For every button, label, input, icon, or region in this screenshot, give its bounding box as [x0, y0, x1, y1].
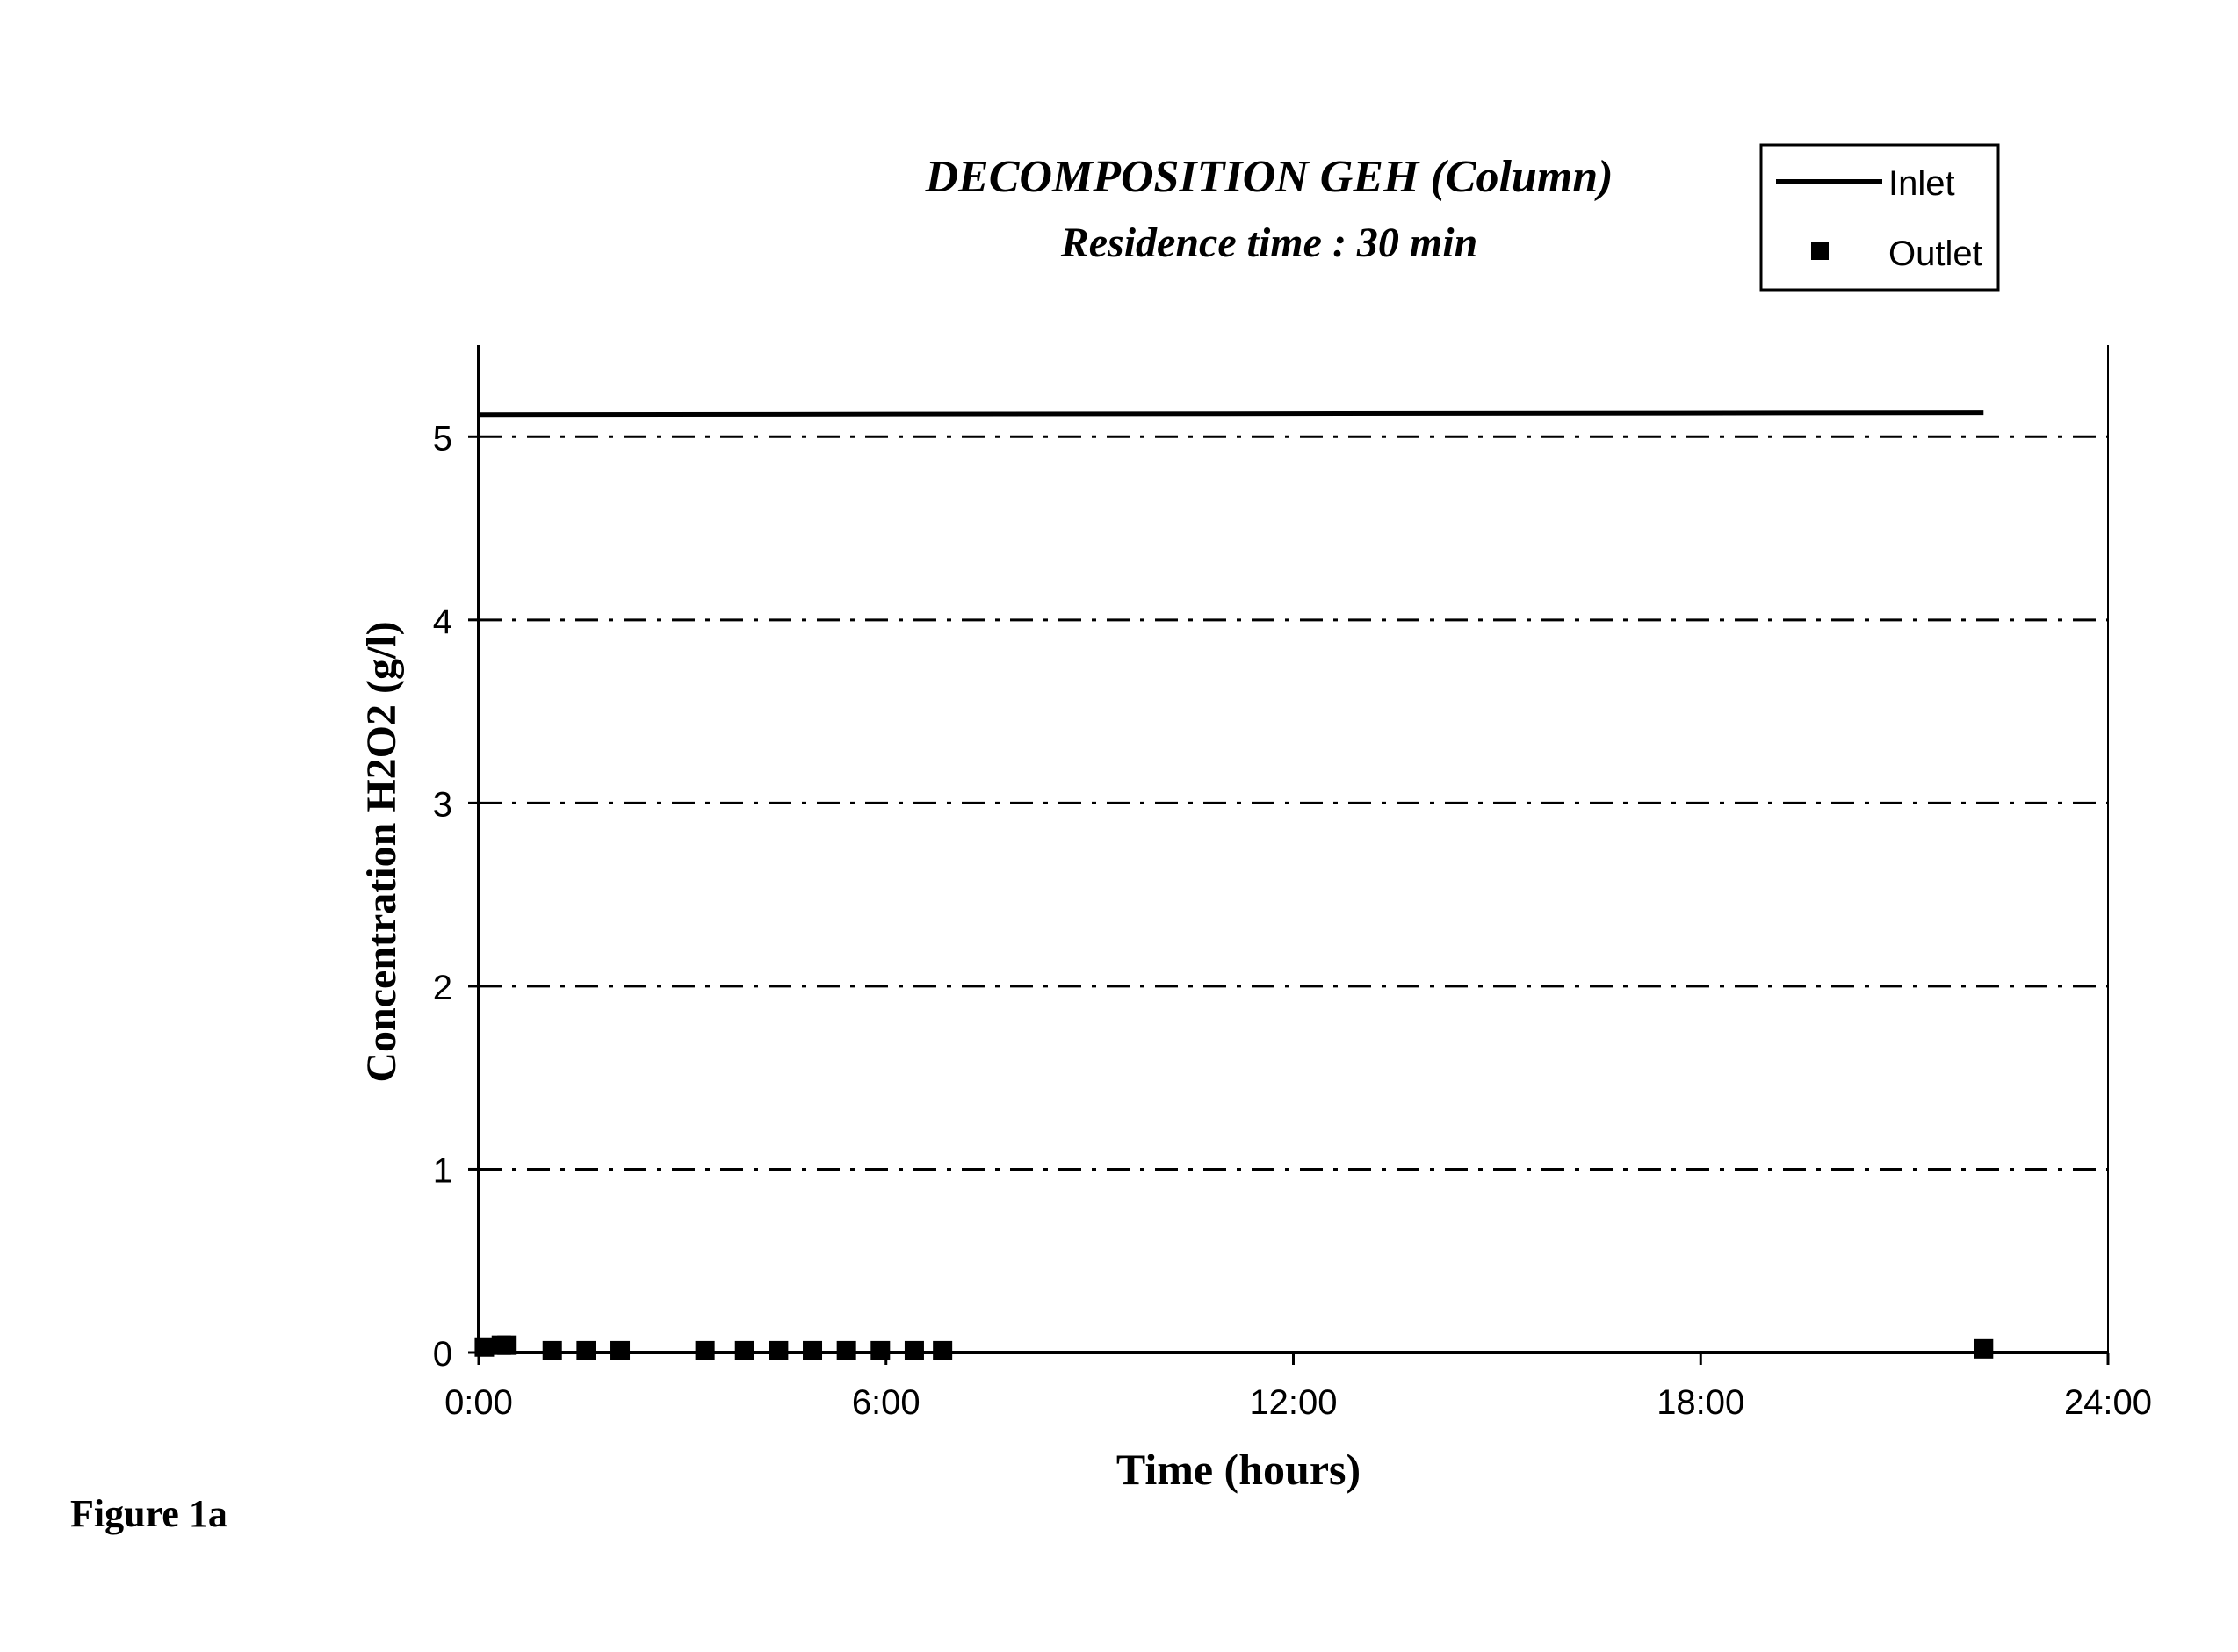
- x-axis-label: Time (hours): [1116, 1445, 1361, 1494]
- x-tick-label: 12:00: [1249, 1383, 1337, 1422]
- series-outlet-point: [1974, 1339, 1993, 1359]
- series-layer: [474, 413, 1993, 1360]
- y-tick-label: 5: [433, 419, 452, 458]
- series-outlet-point: [837, 1341, 856, 1360]
- series-outlet-point: [610, 1341, 630, 1360]
- y-ticks: 0 1 2 3 4 5: [433, 419, 479, 1374]
- legend-outlet-label: Outlet: [1888, 234, 1982, 273]
- x-tick-label: 6:00: [852, 1383, 920, 1422]
- legend: Inlet Outlet: [1761, 145, 1998, 290]
- legend-outlet-marker: [1811, 242, 1829, 260]
- y-tick-label: 2: [433, 969, 452, 1007]
- x-tick-label: 0:00: [444, 1383, 513, 1422]
- series-outlet-point: [474, 1338, 494, 1357]
- series-inlet-line: [479, 413, 1983, 415]
- series-outlet-point: [933, 1341, 952, 1360]
- y-tick-label: 3: [433, 785, 452, 824]
- x-tick-label: 24:00: [2064, 1383, 2152, 1422]
- series-outlet-point: [769, 1341, 788, 1360]
- series-outlet-point: [803, 1341, 822, 1360]
- series-outlet-point: [497, 1336, 516, 1355]
- gridlines: [479, 436, 2108, 1169]
- series-outlet-point: [576, 1341, 596, 1360]
- y-tick-label: 0: [433, 1335, 452, 1374]
- x-tick-label: 18:00: [1657, 1383, 1744, 1422]
- chart-title: DECOMPOSITION GEH (Column): [924, 152, 1613, 202]
- y-tick-label: 4: [433, 602, 452, 641]
- series-outlet-point: [905, 1341, 924, 1360]
- x-ticks: 0:00 6:00 12:00 18:00 24:00: [444, 1353, 2152, 1422]
- series-outlet-point: [696, 1341, 715, 1360]
- y-axis-label: Concentration H2O2 (g/l): [358, 621, 405, 1082]
- chart-subtitle: Residence time : 30 min: [1060, 220, 1478, 266]
- series-outlet-point: [735, 1341, 754, 1360]
- legend-inlet-label: Inlet: [1888, 164, 1955, 203]
- figure-label: Figure 1a: [70, 1492, 227, 1535]
- series-outlet-point: [870, 1341, 890, 1360]
- y-tick-label: 1: [433, 1151, 452, 1190]
- series-outlet-point: [543, 1341, 562, 1360]
